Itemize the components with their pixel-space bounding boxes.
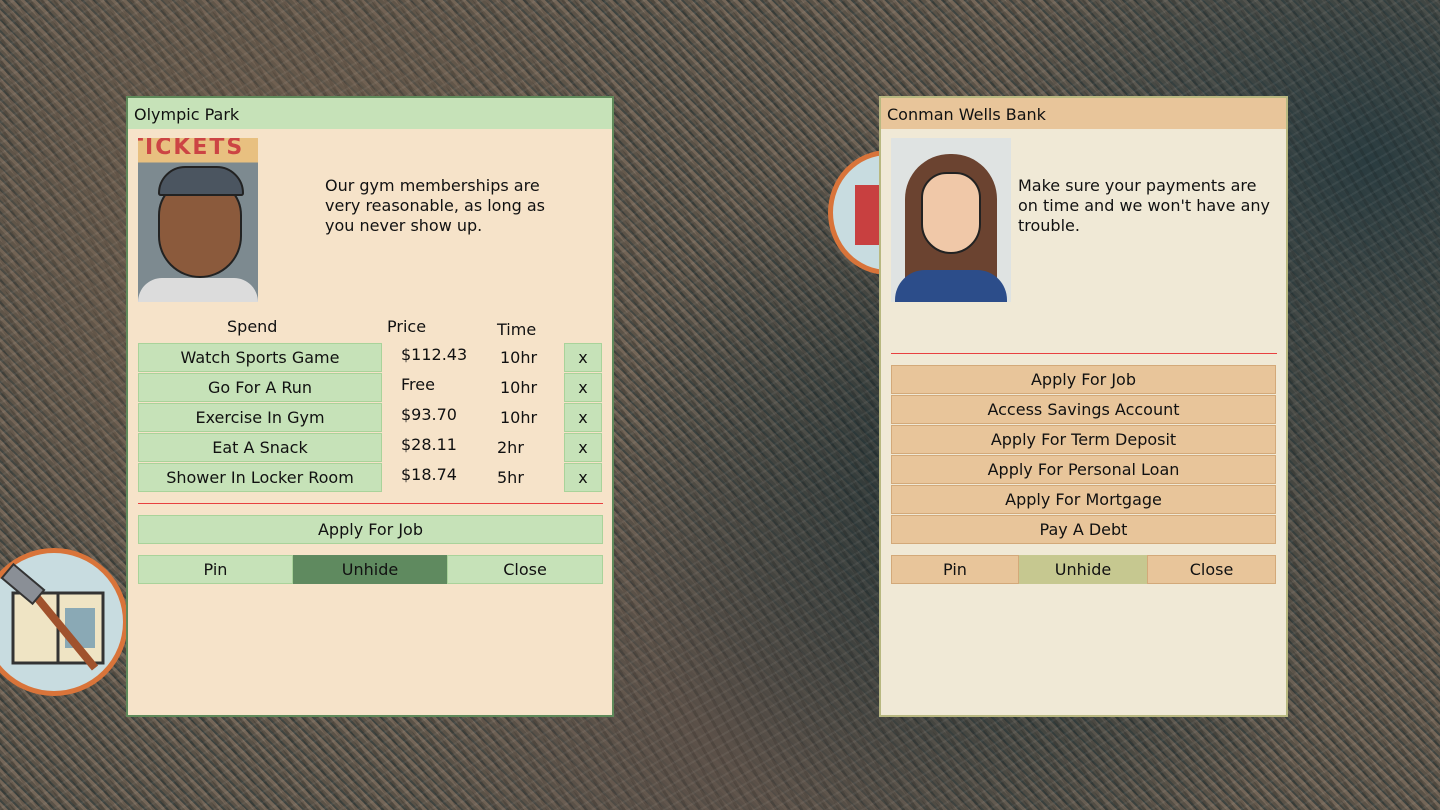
price-header: Price	[387, 317, 427, 336]
spend-header: Spend	[227, 317, 278, 336]
portrait-sign: TICKETS	[138, 138, 245, 160]
time-value: 5hr	[497, 468, 524, 487]
bank-action-button[interactable]: Apply For Personal Loan	[891, 455, 1276, 484]
spend-option-button[interactable]: Go For A Run	[138, 373, 382, 402]
book-hammer-icon	[0, 562, 105, 671]
banker-description: Make sure your payments are on time and …	[1018, 176, 1270, 235]
price-value: $28.11	[401, 435, 457, 454]
window-title[interactable]: Olympic Park	[128, 98, 612, 129]
remove-option-button[interactable]: x	[564, 403, 602, 432]
bank-action-button[interactable]: Access Savings Account	[891, 395, 1276, 424]
close-button[interactable]: Close	[1147, 555, 1276, 584]
vendor-description: Our gym memberships are very reasonable,…	[325, 176, 545, 235]
time-value: 2hr	[497, 438, 524, 457]
time-header: Time	[497, 320, 537, 339]
spend-option-button[interactable]: Watch Sports Game	[138, 343, 382, 372]
price-value: $18.74	[401, 465, 457, 484]
spend-option-button[interactable]: Exercise In Gym	[138, 403, 382, 432]
price-value: $112.43	[401, 345, 468, 364]
bank-action-button[interactable]: Apply For Mortgage	[891, 485, 1276, 514]
banker-portrait	[891, 138, 1011, 302]
time-value: 10hr	[500, 408, 538, 427]
remove-option-button[interactable]: x	[564, 463, 602, 492]
divider	[891, 353, 1277, 354]
remove-option-button[interactable]: x	[564, 433, 602, 462]
bank-action-button[interactable]: Pay A Debt	[891, 515, 1276, 544]
spend-option-button[interactable]: Eat A Snack	[138, 433, 382, 462]
olympic-park-window: Olympic Park TICKETS Our gym memberships…	[126, 96, 614, 717]
remove-option-button[interactable]: x	[564, 343, 602, 372]
pin-button[interactable]: Pin	[138, 555, 293, 584]
vendor-portrait: TICKETS	[138, 138, 258, 302]
close-button[interactable]: Close	[447, 555, 603, 584]
divider	[138, 503, 603, 504]
remove-option-button[interactable]: x	[564, 373, 602, 402]
pin-button[interactable]: Pin	[891, 555, 1019, 584]
time-value: 10hr	[500, 378, 538, 397]
unhide-button[interactable]: Unhide	[293, 555, 447, 584]
time-value: 10hr	[500, 348, 538, 367]
spend-option-button[interactable]: Shower In Locker Room	[138, 463, 382, 492]
unhide-button[interactable]: Unhide	[1019, 555, 1147, 584]
apply-for-job-button[interactable]: Apply For Job	[138, 515, 603, 544]
price-value: Free	[401, 375, 435, 394]
jobs-book-hammer-icon-button[interactable]	[0, 548, 128, 696]
price-value: $93.70	[401, 405, 457, 424]
bank-action-button[interactable]: Apply For Term Deposit	[891, 425, 1276, 454]
conman-wells-bank-window: Conman Wells Bank Make sure your payment…	[879, 96, 1288, 717]
bank-action-button[interactable]: Apply For Job	[891, 365, 1276, 394]
window-title[interactable]: Conman Wells Bank	[881, 98, 1286, 129]
